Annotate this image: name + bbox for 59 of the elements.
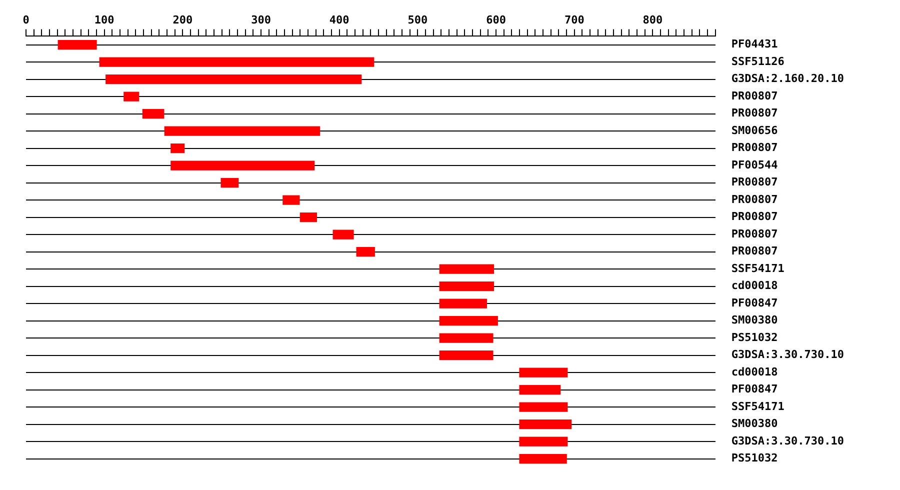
bar [519, 368, 568, 378]
y-tick-label: G3DSA:3.30.730.10 [731, 348, 844, 362]
bar [519, 402, 568, 412]
x-tick-label: 0 [22, 13, 30, 26]
bar [519, 454, 567, 464]
bar [300, 212, 317, 222]
bar [519, 419, 572, 430]
bar [519, 384, 561, 395]
y-tick-label: SSF54171 [731, 400, 785, 413]
y-tick-label: SM00656 [731, 124, 778, 137]
y-tick-label: SSF51126 [731, 54, 785, 68]
y-tick-label: PS51032 [731, 452, 778, 465]
bar [519, 436, 568, 446]
x-tick-label: 500 [408, 13, 428, 26]
x-tick-label: 300 [251, 13, 271, 26]
bar [439, 298, 487, 308]
bar [142, 108, 164, 119]
bar [439, 316, 498, 326]
bar [124, 92, 140, 102]
y-tick-label: G3DSA:2.160.20.10 [731, 72, 844, 86]
y-tick-label: PR00807 [731, 176, 778, 189]
y-tick-label: SM00380 [731, 417, 778, 430]
y-tick-label: cd00018 [731, 279, 778, 292]
y-tick-label: G3DSA:3.30.730.10 [731, 434, 844, 448]
bar [439, 281, 494, 292]
bar [439, 264, 494, 274]
x-tick-label: 200 [172, 13, 193, 26]
bar [220, 178, 239, 188]
bar [439, 350, 494, 360]
y-tick-label: PR00807 [731, 192, 778, 206]
bar [439, 333, 494, 343]
x-tick-label: 800 [642, 13, 663, 26]
y-tick-label: SSF54171 [731, 262, 785, 275]
y-tick-label: PR00807 [731, 210, 778, 224]
bar [58, 40, 97, 50]
y-tick-label: PS51032 [731, 330, 778, 344]
x-tick-label: 100 [94, 13, 114, 26]
bar [106, 74, 362, 84]
x-tick-label: 600 [486, 13, 506, 26]
bar [170, 143, 185, 154]
bar [99, 57, 374, 67]
y-tick-label: PR00807 [731, 244, 778, 258]
y-tick-label: SM00380 [731, 314, 778, 327]
y-tick-label: PR00807 [731, 141, 778, 154]
bar [332, 230, 354, 240]
y-tick-label: PR00807 [731, 106, 778, 120]
bar [170, 160, 315, 170]
bar [282, 195, 300, 205]
y-tick-label: PF04431 [731, 38, 778, 51]
x-tick-label: 400 [329, 13, 350, 26]
bar [356, 246, 375, 257]
y-tick-label: PR00807 [731, 89, 778, 102]
y-tick-label: cd00018 [731, 365, 778, 378]
y-tick-label: PF00847 [731, 296, 778, 310]
y-tick-label: PF00544 [731, 158, 778, 172]
y-tick-label: PR00807 [731, 227, 778, 240]
y-tick-label: PF00847 [731, 382, 778, 396]
bar [164, 126, 320, 136]
x-tick-label: 700 [564, 13, 584, 26]
